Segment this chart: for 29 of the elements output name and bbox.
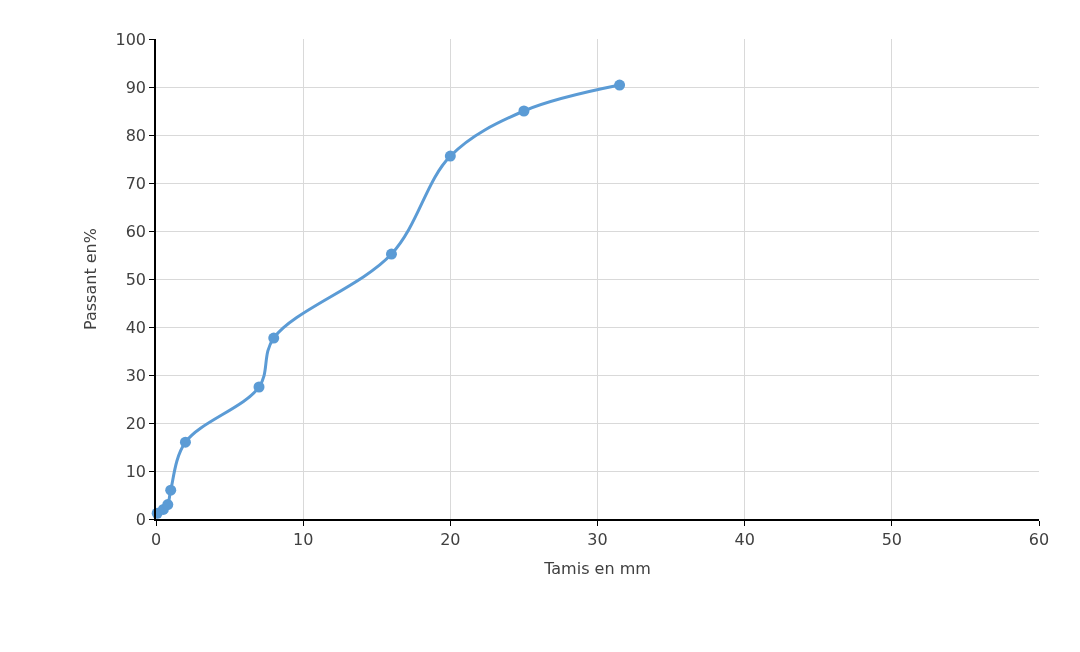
y-tick-label: 10 xyxy=(125,461,147,481)
y-tick-label: 80 xyxy=(125,125,147,145)
y-tick-label: 70 xyxy=(125,173,147,193)
point xyxy=(162,499,174,511)
x-tick-label: 30 xyxy=(587,529,608,549)
y-tick-label: 100 xyxy=(115,29,147,49)
y-tick-label: 20 xyxy=(125,413,147,433)
y-tick-label: 50 xyxy=(125,269,147,289)
y-tick-label: 0 xyxy=(135,509,147,529)
point xyxy=(179,436,191,448)
x-tick-label: 20 xyxy=(440,529,461,549)
y-tick-label: 30 xyxy=(125,365,147,385)
point xyxy=(614,79,626,91)
x-tick-label: 50 xyxy=(881,529,903,549)
y-tick-label: 40 xyxy=(125,317,147,337)
point xyxy=(385,248,397,260)
point xyxy=(444,150,456,162)
y-tick-label: 90 xyxy=(125,77,147,97)
x-tick-label: 10 xyxy=(292,529,314,549)
x-tick-label: 40 xyxy=(734,529,755,549)
x-tick-label: 0 xyxy=(150,529,162,549)
y-axis-title: Passant en% xyxy=(80,228,100,330)
y-tick-label: 60 xyxy=(125,221,147,241)
x-tick-label: 60 xyxy=(1028,529,1050,549)
point xyxy=(253,381,265,393)
point xyxy=(165,484,177,496)
point xyxy=(268,332,280,344)
x-axis-title: Tamis en mm xyxy=(543,559,651,579)
point xyxy=(518,105,530,117)
